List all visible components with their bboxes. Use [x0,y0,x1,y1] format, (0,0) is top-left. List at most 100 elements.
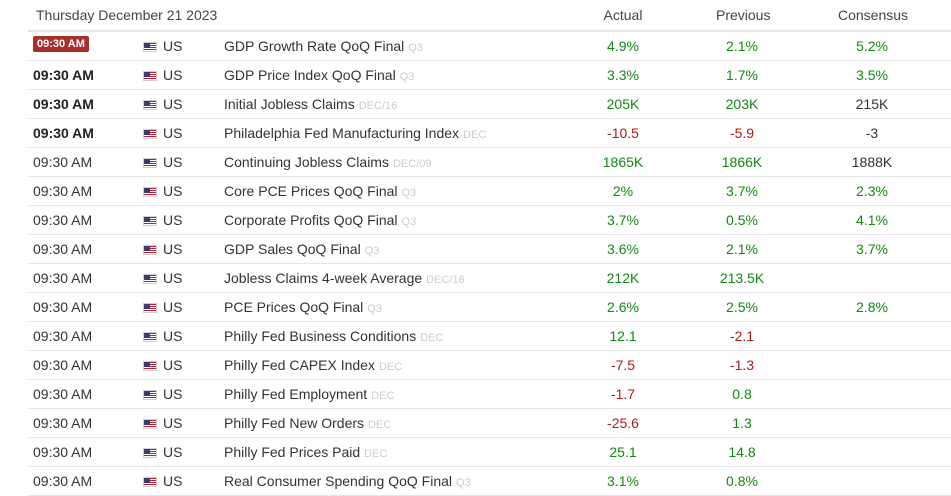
actual-value: 3.6% [607,241,639,257]
column-header-actual[interactable]: Actual [603,7,643,23]
event-name-link[interactable]: PCE Prices QoQ Final [224,299,364,315]
event-time: 09:30 AM [33,270,93,286]
table-header: Thursday December 21 2023 Actual Previou… [28,0,951,31]
actual-value: 212K [606,270,640,286]
event-period: DEC [463,129,487,141]
us-flag-icon [143,187,157,197]
previous-value: 2.5% [726,299,758,315]
country-code: US [163,270,183,286]
event-name-cell[interactable]: Philly Fed Business Conditions DEC [224,328,443,344]
table-row[interactable]: 09:30 AM US GDP Price Index QoQ Final Q3 3.3… [28,61,951,90]
event-name-cell[interactable]: Initial Jobless Claims DEC/16 [224,96,397,112]
column-header-previous[interactable]: Previous [716,7,771,23]
country-code: US [163,415,183,431]
table-row[interactable]: 09:30 AM US Real Consumer Spending QoQ Fin… [28,467,951,496]
country-code: US [163,212,183,228]
event-time: 09:30 AM [33,357,93,373]
country-code: US [163,125,183,141]
event-name-link[interactable]: GDP Price Index QoQ Final [224,67,396,83]
event-period: Q3 [399,71,415,83]
previous-value: -5.9 [729,125,755,141]
table-row[interactable]: 09:30 AM US Philly Fed CAPEX Index DEC -7.5 -… [28,351,951,380]
table-row[interactable]: 09:30 AM US Continuing Jobless Claims DEC/0… [28,148,951,177]
consensus-value: 2.8% [856,299,888,315]
actual-value: 4.9% [607,38,639,54]
country-code: US [163,183,183,199]
table-row[interactable]: 09:30 AM US Corporate Profits QoQ Final Q3 3… [28,206,951,235]
event-name-cell[interactable]: Philly Fed Employment DEC [224,386,394,402]
event-name-link[interactable]: Initial Jobless Claims [224,96,355,112]
table-row[interactable]: 09:30 AM US Philly Fed New Orders DEC -25.6 1… [28,409,951,438]
event-name-link[interactable]: Philly Fed Prices Paid [224,444,361,460]
event-name-cell[interactable]: Real Consumer Spending QoQ Final Q3 [224,473,471,489]
country-code: US [163,328,183,344]
us-flag-icon [143,419,157,429]
table-row[interactable]: 09:30 AM US Initial Jobless Claims DEC/16 20… [28,90,951,119]
event-time: 09:30 AM [33,328,93,344]
table-row[interactable]: 09:30 AM US Philadelphia Fed Manufacturing… [28,119,951,148]
event-time: 09:30 AM [33,241,93,257]
event-name-cell[interactable]: Core PCE Prices QoQ Final Q3 [224,183,416,199]
previous-value: 0.8% [726,473,758,489]
event-period: Q3 [367,303,382,315]
previous-value: 2.1% [726,38,758,54]
us-flag-icon [143,303,157,313]
table-row[interactable]: 09:30 AM US GDP Growth Rate QoQ Final Q3 4.9… [28,31,951,61]
consensus-value: 3.7% [856,241,888,257]
country-code: US [163,299,183,315]
event-period: DEC/16 [358,100,398,112]
actual-value: 12.1 [609,328,637,344]
country-code: US [163,67,183,83]
country-code: US [163,241,183,257]
event-period: DEC [368,419,392,431]
table-row[interactable]: 09:30 AM US Philly Fed Business Conditions… [28,322,951,351]
event-name-link[interactable]: Core PCE Prices QoQ Final [224,183,398,199]
consensus-value: 3.5% [856,67,888,83]
event-name-cell[interactable]: PCE Prices QoQ Final Q3 [224,299,382,315]
event-name-link[interactable]: Philly Fed Business Conditions [224,328,417,344]
event-name-cell[interactable]: Corporate Profits QoQ Final Q3 [224,212,416,228]
us-flag-icon [143,390,157,400]
event-name-cell[interactable]: GDP Price Index QoQ Final Q3 [224,67,414,83]
previous-value: 2.1% [726,241,758,257]
event-name-link[interactable]: Philly Fed New Orders [224,415,365,431]
table-row[interactable]: 09:30 AM US Philly Fed Prices Paid DEC 25.1 1… [28,438,951,467]
event-name-link[interactable]: GDP Growth Rate QoQ Final [224,38,405,54]
event-name-cell[interactable]: Continuing Jobless Claims DEC/09 [224,154,432,170]
event-time: 09:30 AM [33,473,93,489]
event-name-link[interactable]: Continuing Jobless Claims [224,154,389,170]
table-row[interactable]: 09:30 AM US GDP Sales QoQ Final Q3 3.6% 2.1% 3… [28,235,951,264]
event-name-cell[interactable]: Philly Fed Prices Paid DEC [224,444,387,460]
column-header-consensus[interactable]: Consensus [838,7,909,23]
event-time: 09:30 AM [33,212,93,228]
event-name-link[interactable]: Real Consumer Spending QoQ Final [224,473,453,489]
event-name-link[interactable]: Jobless Claims 4-week Average [224,270,423,286]
table-row[interactable]: 09:30 AM US PCE Prices QoQ Final Q3 2.6% 2.5%… [28,293,951,322]
us-flag-icon [143,216,157,226]
previous-value: 3.7% [726,183,758,199]
us-flag-icon [143,42,157,52]
event-name-cell[interactable]: Philly Fed CAPEX Index DEC [224,357,402,373]
event-name-link[interactable]: Philadelphia Fed Manufacturing Index [224,125,460,141]
table-row[interactable]: 09:30 AM US Philly Fed Employment DEC -1.7 0.… [28,380,951,409]
us-flag-icon [143,448,157,458]
event-name-link[interactable]: Corporate Profits QoQ Final [224,212,398,228]
event-period: DEC [371,390,395,402]
event-name-cell[interactable]: Philly Fed New Orders DEC [224,415,391,431]
event-name-cell[interactable]: GDP Sales QoQ Final Q3 [224,241,379,257]
event-name-cell[interactable]: GDP Growth Rate QoQ Final Q3 [224,38,423,54]
actual-value: 3.7% [607,212,639,228]
event-period: Q3 [401,187,417,199]
table-row[interactable]: 09:30 AM US Jobless Claims 4-week Average D… [28,264,951,293]
actual-value: -1.7 [610,386,636,402]
event-name-link[interactable]: Philly Fed Employment [224,386,368,402]
table-row[interactable]: 09:30 AM US Core PCE Prices QoQ Final Q3 2% 3… [28,177,951,206]
event-time: 09:30 AM [33,444,93,460]
event-time: 09:30 AM [33,386,93,402]
event-name-cell[interactable]: Philadelphia Fed Manufacturing Index DEC [224,125,486,141]
event-name-cell[interactable]: Jobless Claims 4-week Average DEC/16 [224,270,465,286]
event-name-link[interactable]: GDP Sales QoQ Final [224,241,361,257]
actual-value: 3.3% [607,67,639,83]
country-code: US [163,473,183,489]
event-name-link[interactable]: Philly Fed CAPEX Index [224,357,375,373]
